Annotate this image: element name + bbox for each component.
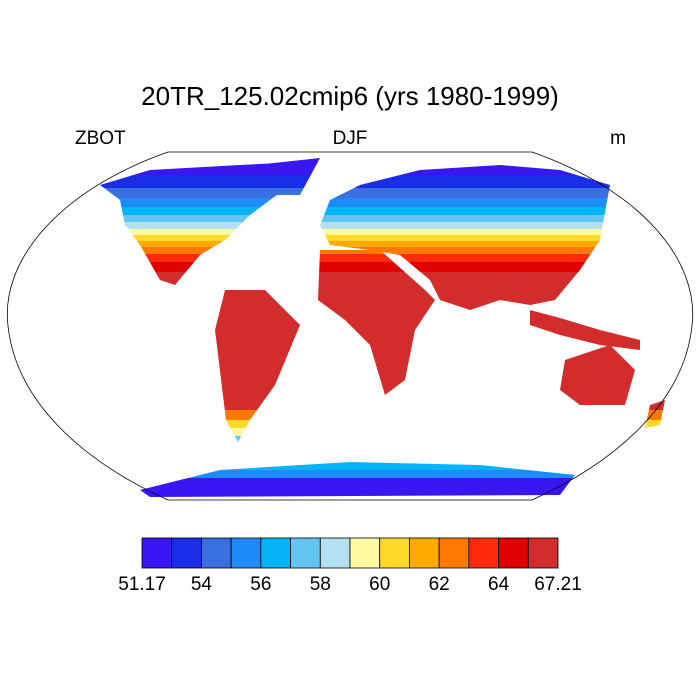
climate-band <box>100 198 665 207</box>
colorbar-box <box>319 537 351 569</box>
title: 20TR_125.02cmip6 (yrs 1980-1999) <box>141 81 559 111</box>
colorbar-box <box>201 537 232 569</box>
colorbar-box <box>260 537 291 569</box>
colorbar-label: 51.17 <box>118 574 166 595</box>
map-outline <box>6 151 694 501</box>
colorbar-label: 54 <box>191 574 213 595</box>
left-string: ZBOT <box>75 128 126 149</box>
climate-band <box>100 410 665 420</box>
climate-band <box>100 235 665 241</box>
climate-band <box>100 420 665 428</box>
climate-band <box>100 175 665 188</box>
climate-band <box>100 254 665 262</box>
climate-band <box>100 462 665 470</box>
climate-band <box>100 436 665 462</box>
climate-band <box>100 272 665 410</box>
colorbar-box <box>409 537 440 569</box>
climate-band <box>100 262 665 272</box>
colorbar-box <box>468 537 499 569</box>
climate-band <box>100 428 665 436</box>
climate-band <box>100 470 665 478</box>
colorbar-box <box>171 537 202 569</box>
right-string: m <box>610 128 626 149</box>
climate-band <box>100 229 665 235</box>
colorbar-box <box>379 537 410 569</box>
colorbar-box <box>438 537 470 569</box>
colorbar-box <box>290 537 321 569</box>
colorbar-box <box>349 537 381 569</box>
colorbar-label: 56 <box>250 574 271 595</box>
climate-band <box>100 247 665 254</box>
colorbar: 51.17 54 56 58 60 62 64 67.21 <box>118 537 582 595</box>
colorbar-label: 67.21 <box>534 574 582 595</box>
colorbar-label: 64 <box>488 574 510 595</box>
colorbar-box <box>527 537 559 569</box>
climate-band <box>100 222 665 229</box>
colorbar-box <box>498 537 529 569</box>
colorbar-label: 60 <box>369 574 390 595</box>
center-string: DJF <box>333 128 368 149</box>
climate-band <box>100 215 665 222</box>
climate-band <box>100 207 665 215</box>
climate-band <box>100 241 665 247</box>
colorbar-label: 62 <box>429 574 450 595</box>
colorbar-box <box>141 537 173 569</box>
climate-band <box>100 478 665 497</box>
colorbar-label: 58 <box>310 574 331 595</box>
climate-band <box>100 188 665 198</box>
colorbar-box <box>230 537 262 569</box>
